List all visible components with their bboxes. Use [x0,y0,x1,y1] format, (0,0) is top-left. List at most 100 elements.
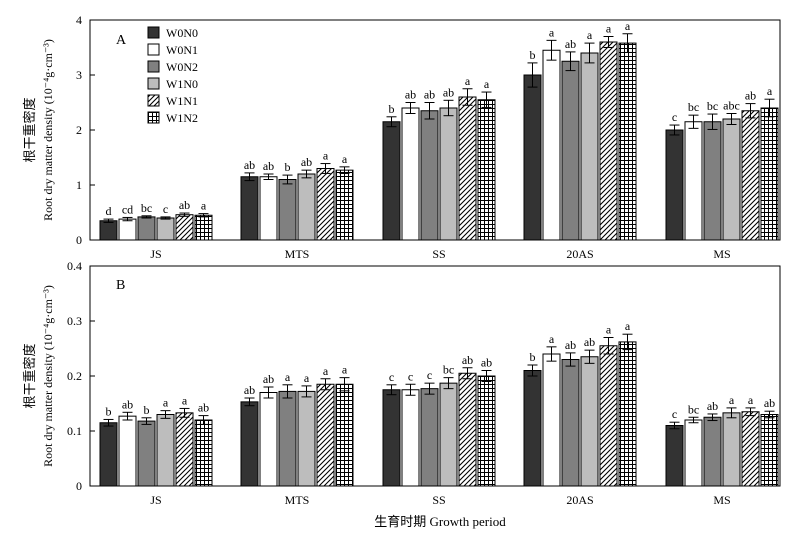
bar-w1n0-ms [722,412,741,487]
bar-w0n1-20as [542,49,561,241]
significance-label: ab [424,88,435,102]
bar-w0n0-js [99,220,118,241]
significance-label: a [484,77,490,91]
y-tick-label: 0.4 [67,259,82,273]
bar-w1n2-ss [477,375,496,487]
error-bar [424,102,435,120]
legend: W0N0 W0N1 W0N2 W1N0 W1N1 W1N2 [147,26,198,125]
error-bar [301,385,312,398]
x-axis-label: 生育时期 Growth period [374,514,506,529]
legend-label: W1N1 [166,94,198,108]
significance-label: ab [584,335,595,349]
bar-w0n0-ss [382,121,401,241]
panel-a-label: A [116,33,127,48]
y-tick-label: 1 [76,178,82,192]
legend-item-w1n0: W1N0 [147,77,198,91]
legend-item-w1n2: W1N2 [147,111,198,125]
bar-w1n1-js [175,214,194,241]
error-bar [386,116,397,128]
error-bar [160,410,171,419]
x-tick-label: 20AS [566,493,593,507]
error-bar [301,169,312,179]
error-bar [320,378,331,391]
error-bar [141,417,152,425]
bar-w1n2-mts [335,169,354,241]
significance-label: ab [198,401,209,415]
significance-label: bc [688,100,699,114]
y-tick-label: 0 [76,233,82,247]
bar-w0n0-ms [665,129,684,241]
error-bar [584,42,595,64]
significance-label: a [304,371,310,385]
bar-w1n2-js [194,419,213,487]
significance-label: ab [301,155,312,169]
error-bar [103,418,114,427]
significance-label: ab [745,89,756,103]
bar-w0n2-ms [703,121,722,241]
significance-label: a [625,19,631,33]
bar-w1n2-20as [618,42,637,241]
bar-w1n1-ms [741,110,760,241]
bar-w0n0-mts [240,401,259,487]
significance-label: a [323,149,329,163]
y-tick-label: 2 [76,123,82,137]
x-tick-label: SS [432,493,445,507]
bar-w0n1-ms [684,121,703,241]
y-tick-label: 0.1 [67,424,82,438]
bar-w0n0-mts [240,176,259,241]
significance-label: ab [443,85,454,99]
bar-w1n0-js [156,414,175,487]
bar-w0n0-ss [382,389,401,487]
significance-label: abc [723,99,740,113]
panel-b-y-ticks: 0 0.1 0.2 0.3 0.4 [67,259,95,493]
error-bar [122,411,133,421]
panel-b-ylabel-cn: 根干重密度 [22,343,37,408]
bar-w0n0-js [99,422,118,487]
significance-label: a [549,25,555,39]
significance-label: ab [707,399,718,413]
y-tick-label: 0.3 [67,314,82,328]
error-bar [707,113,718,130]
x-tick-label: 20AS [566,247,593,261]
significance-label: c [163,202,168,216]
bar-w1n1-js [175,412,194,487]
bar-w0n2-mts [278,179,297,241]
legend-label: W1N2 [166,111,198,125]
significance-label: ab [462,353,473,367]
error-bar [546,39,557,61]
error-bar [263,173,274,180]
bar-w0n0-ms [665,425,684,487]
panel-a-marks: dabbbccdabababcbcbababbccababaabcabaaaab… [99,19,779,241]
x-tick-label: MTS [285,247,310,261]
error-bar [481,91,492,108]
error-bar [244,172,255,182]
error-bar [244,397,255,407]
x-tick-label: MS [713,493,730,507]
panel-a-ylabel-cn: 根干重密度 [22,97,37,162]
error-bar [527,62,538,88]
significance-label: a [729,393,735,407]
error-bar [707,413,718,422]
bar-w1n1-ss [458,96,477,241]
significance-label: a [342,152,348,166]
significance-label: ab [244,383,255,397]
panel-a-ylabel: Root dry matter density (10⁻⁴g·cm⁻³) [41,39,55,221]
panel-b-label: B [116,278,125,293]
bar-w1n0-mts [297,173,316,241]
significance-label: a [625,319,631,333]
legend-item-w0n2: W0N2 [147,60,198,74]
error-bar [745,407,756,417]
bar-w0n2-ms [703,416,722,487]
significance-label: a [465,74,471,88]
y-tick-label: 4 [76,13,82,27]
error-bar [443,99,454,117]
significance-label: a [587,28,593,42]
significance-label: ab [565,37,576,51]
significance-label: ab [263,159,274,173]
error-bar [462,88,473,106]
bar-w1n1-mts [316,168,335,241]
bar-w0n1-js [118,218,137,241]
error-bar [405,102,416,114]
significance-label: a [606,22,612,36]
